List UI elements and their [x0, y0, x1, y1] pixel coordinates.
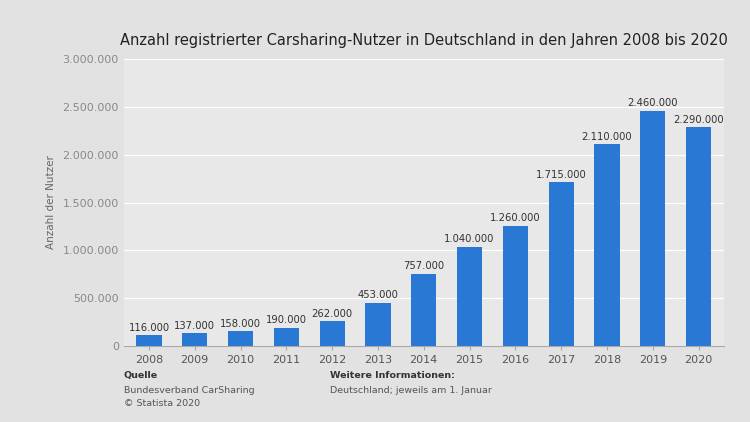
Bar [136, 335, 161, 346]
Bar [640, 111, 665, 346]
Bar [320, 321, 345, 346]
Text: Bundesverband CarSharing: Bundesverband CarSharing [124, 386, 254, 395]
Bar [686, 127, 711, 346]
Text: 158.000: 158.000 [220, 319, 261, 329]
Text: © Statista 2020: © Statista 2020 [124, 399, 200, 408]
Text: Quelle: Quelle [124, 371, 158, 380]
Text: 1.260.000: 1.260.000 [490, 213, 541, 223]
Text: 453.000: 453.000 [358, 290, 398, 300]
Bar [365, 303, 391, 346]
Text: 2.290.000: 2.290.000 [674, 115, 724, 124]
Bar [594, 144, 619, 346]
Text: 262.000: 262.000 [311, 308, 352, 319]
Text: 190.000: 190.000 [266, 316, 307, 325]
Bar [503, 225, 528, 346]
Text: 116.000: 116.000 [128, 322, 170, 333]
Text: 2.110.000: 2.110.000 [582, 132, 632, 142]
Text: 2.460.000: 2.460.000 [628, 98, 678, 108]
Text: Weitere Informationen:: Weitere Informationen: [330, 371, 454, 380]
Bar [411, 273, 436, 346]
Text: Deutschland; jeweils am 1. Januar: Deutschland; jeweils am 1. Januar [330, 386, 492, 395]
Bar [548, 182, 574, 346]
Text: 1.040.000: 1.040.000 [444, 234, 495, 244]
Y-axis label: Anzahl der Nutzer: Anzahl der Nutzer [46, 156, 56, 249]
Text: 1.715.000: 1.715.000 [536, 170, 586, 180]
Bar [457, 246, 482, 346]
Text: 757.000: 757.000 [404, 261, 444, 271]
Bar [182, 333, 207, 346]
Text: 137.000: 137.000 [174, 321, 215, 330]
Title: Anzahl registrierter Carsharing-Nutzer in Deutschland in den Jahren 2008 bis 202: Anzahl registrierter Carsharing-Nutzer i… [120, 33, 728, 48]
Bar [228, 331, 254, 346]
Bar [274, 328, 299, 346]
